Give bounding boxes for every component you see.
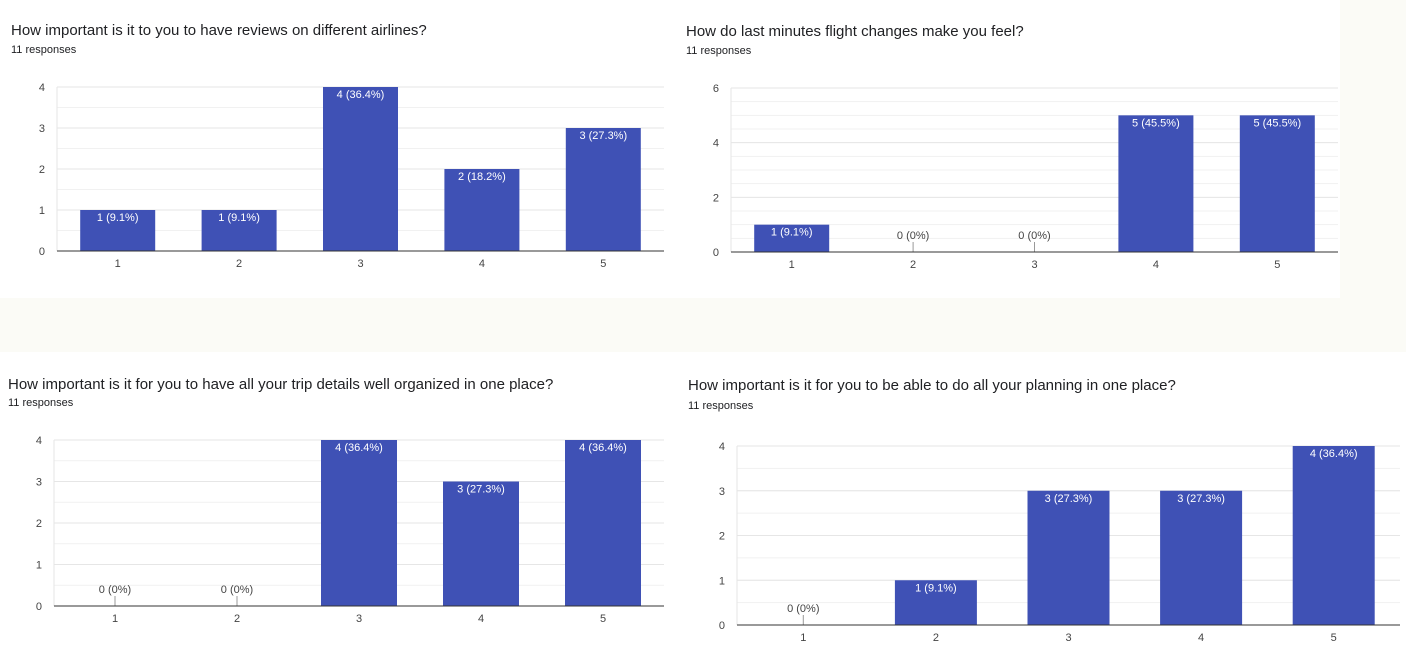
bar [565,440,641,606]
x-tick-label: 5 [600,613,606,625]
x-tick-label: 3 [356,613,362,625]
bar-chart: 0 2 4 6 1 (9.1%) 1 0 (0%) 2 0 (0%) 3 5 (45.5%) 4 5 (… [713,83,1338,271]
data-label: 5 (45.5%) [1132,117,1180,129]
data-label: 3 (27.3%) [1177,493,1225,505]
x-tick-label: 2 [234,613,240,625]
data-label: 3 (27.3%) [579,130,627,142]
bar-chart: 0 1 2 3 4 1 (9.1%) 1 1 (9.1%) 2 4 (36.4%) 3 2 (18.2… [39,82,664,270]
chart-title: How important is it for you to be able t… [688,377,1176,394]
bar [444,169,520,251]
bar [1160,490,1243,625]
data-label: 3 (27.3%) [1045,493,1093,505]
chart-subtitle: 11 responses [688,400,754,412]
data-label: 4 (36.4%) [579,442,627,454]
data-label: 0 (0%) [897,230,929,242]
bar [1027,490,1110,625]
x-tick-label: 2 [236,258,242,270]
bar [201,210,277,251]
x-tick-label: 1 [115,258,121,270]
chart-title: How important is it to you to have revie… [11,22,427,39]
chart-panel-2: How do last minutes flight changes make … [676,0,1340,298]
data-label: 0 (0%) [221,584,253,596]
y-tick-label: 4 [36,435,42,447]
x-tick-label: 5 [1331,632,1337,644]
x-tick-label: 1 [789,259,795,271]
chart-subtitle: 11 responses [8,397,74,409]
x-tick-label: 4 [478,613,484,625]
bar [1292,446,1375,625]
x-tick-label: 2 [933,632,939,644]
y-tick-label: 0 [36,601,42,613]
y-tick-label: 6 [713,83,719,95]
chart-panel-4: How important is it for you to be able t… [676,352,1406,670]
data-label: 0 (0%) [1018,230,1050,242]
data-label: 1 (9.1%) [218,212,260,224]
data-label: 4 (36.4%) [337,89,385,101]
y-tick-label: 2 [39,164,45,176]
y-tick-label: 0 [713,247,719,259]
data-label: 1 (9.1%) [915,582,957,594]
chart-subtitle: 11 responses [11,44,77,56]
bar-chart: 0 1 2 3 4 0 (0%) 1 0 (0%) 2 4 (36.4%) 3 3 (27.3%) 4 4… [36,435,664,625]
x-tick-label: 3 [357,258,363,270]
bar [1118,115,1194,252]
y-tick-label: 4 [39,82,45,94]
chart-panel-3: How important is it for you to have all … [0,352,676,670]
y-tick-label: 2 [719,531,725,543]
y-tick-label: 1 [719,575,725,587]
x-tick-label: 3 [1065,632,1071,644]
bar-chart: 0 1 2 3 4 0 (0%) 1 1 (9.1%) 2 3 (27.3%) 3 3 (27.3%)… [719,441,1400,644]
data-label: 2 (18.2%) [458,171,506,183]
x-tick-label: 3 [1031,259,1037,271]
bar [1239,115,1315,252]
chart-subtitle: 11 responses [686,45,752,57]
x-tick-label: 5 [600,258,606,270]
y-tick-label: 3 [719,486,725,498]
x-tick-label: 4 [479,258,485,270]
data-label: 0 (0%) [99,584,131,596]
x-tick-label: 5 [1274,259,1280,271]
y-tick-label: 1 [39,205,45,217]
bar [80,210,156,251]
y-tick-label: 1 [36,560,42,572]
x-tick-label: 2 [910,259,916,271]
data-label: 3 (27.3%) [457,484,505,496]
x-tick-label: 1 [112,613,118,625]
y-tick-label: 0 [719,620,725,632]
data-label: 1 (9.1%) [771,227,813,239]
data-label: 1 (9.1%) [97,212,139,224]
x-tick-label: 4 [1153,259,1159,271]
data-label: 4 (36.4%) [1310,448,1358,460]
data-label: 0 (0%) [787,603,819,615]
y-tick-label: 4 [719,441,725,453]
bar [321,440,397,606]
chart-panel-1: How important is it to you to have revie… [0,0,676,298]
data-label: 4 (36.4%) [335,442,383,454]
bar [894,580,977,625]
bar [565,128,641,251]
y-tick-label: 4 [713,138,719,150]
bar [323,87,398,251]
x-tick-label: 4 [1198,632,1204,644]
bar [754,224,830,252]
x-tick-label: 1 [800,632,806,644]
chart-title: How important is it for you to have all … [8,376,554,393]
y-tick-label: 3 [36,477,42,489]
bar [443,481,519,606]
data-label: 5 (45.5%) [1253,117,1301,129]
y-tick-label: 2 [713,192,719,204]
chart-title: How do last minutes flight changes make … [686,23,1024,40]
y-tick-label: 2 [36,518,42,530]
y-tick-label: 3 [39,123,45,135]
y-tick-label: 0 [39,246,45,258]
